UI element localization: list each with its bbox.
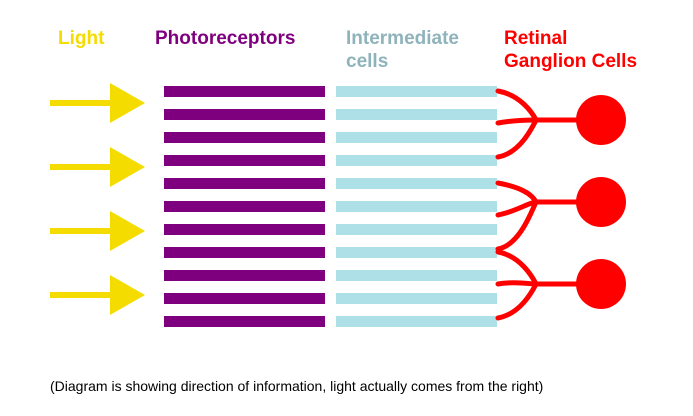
connector-lower: [495, 199, 539, 252]
intermediate-cell-bar: [336, 201, 497, 212]
photoreceptor-bar: [164, 86, 325, 97]
photoreceptor-bar: [164, 132, 325, 143]
ganglion-connector: [495, 180, 583, 252]
light-arrow-head: [110, 147, 145, 187]
intermediate-cell-bar: [336, 270, 497, 281]
ganglion-cell: [576, 95, 626, 145]
photoreceptor-bar: [164, 109, 325, 120]
light-arrow-shaft: [50, 164, 112, 170]
ganglion-cells: [576, 95, 626, 309]
photoreceptor-bar: [164, 316, 325, 327]
light-arrow-shaft: [50, 228, 112, 234]
ganglion-connector: [495, 88, 583, 160]
label-intermediate-cells: Intermediate cells: [346, 27, 459, 73]
photoreceptor-bars: [164, 86, 325, 327]
connector-lower: [495, 281, 539, 321]
diagram-caption: (Diagram is showing direction of informa…: [50, 378, 544, 394]
intermediate-cell-bar: [336, 316, 497, 327]
label-ganglion-line2: Ganglion Cells: [504, 51, 638, 72]
label-intermediate-line1: Intermediate: [346, 28, 459, 49]
light-arrow: [50, 275, 145, 315]
photoreceptor-bar: [164, 201, 325, 212]
label-intermediate-line2: cells: [346, 51, 389, 72]
light-arrow: [50, 83, 145, 123]
photoreceptor-bar: [164, 155, 325, 166]
intermediate-cell-bar: [336, 247, 497, 258]
intermediate-cell-bar: [336, 86, 497, 97]
connector-upper: [495, 180, 539, 205]
intermediate-cell-bar: [336, 109, 497, 120]
connector-upper: [495, 249, 539, 287]
label-retinal-ganglion-cells: Retinal Ganglion Cells: [504, 27, 637, 73]
photoreceptor-bar: [164, 293, 325, 304]
connector-lower: [495, 117, 539, 160]
intermediate-cell-bars: [336, 86, 497, 327]
label-ganglion-line1: Retinal: [504, 28, 568, 49]
light-arrow-head: [110, 275, 145, 315]
photoreceptor-bar: [164, 224, 325, 235]
connector-middle: [495, 280, 539, 287]
intermediate-cell-bar: [336, 132, 497, 143]
ganglion-cell: [576, 177, 626, 227]
intermediate-cell-bar: [336, 155, 497, 166]
photoreceptor-bar: [164, 247, 325, 258]
light-arrow-head: [110, 83, 145, 123]
light-arrow-head: [110, 211, 145, 251]
light-arrow: [50, 147, 145, 187]
label-light: Light: [58, 28, 105, 49]
label-photoreceptors: Photoreceptors: [155, 28, 296, 49]
connector-upper: [495, 88, 539, 123]
intermediate-cell-bar: [336, 224, 497, 235]
light-arrow-shaft: [50, 292, 112, 298]
connector-middle: [495, 117, 539, 126]
light-arrow-shaft: [50, 100, 112, 106]
ganglion-connector: [495, 249, 583, 321]
intermediate-cell-bar: [336, 293, 497, 304]
photoreceptor-bar: [164, 178, 325, 189]
ganglion-connectors: [495, 88, 583, 321]
photoreceptor-bar: [164, 270, 325, 281]
ganglion-cell: [576, 259, 626, 309]
light-arrows: [50, 83, 145, 315]
light-arrow: [50, 211, 145, 251]
intermediate-cell-bar: [336, 178, 497, 189]
